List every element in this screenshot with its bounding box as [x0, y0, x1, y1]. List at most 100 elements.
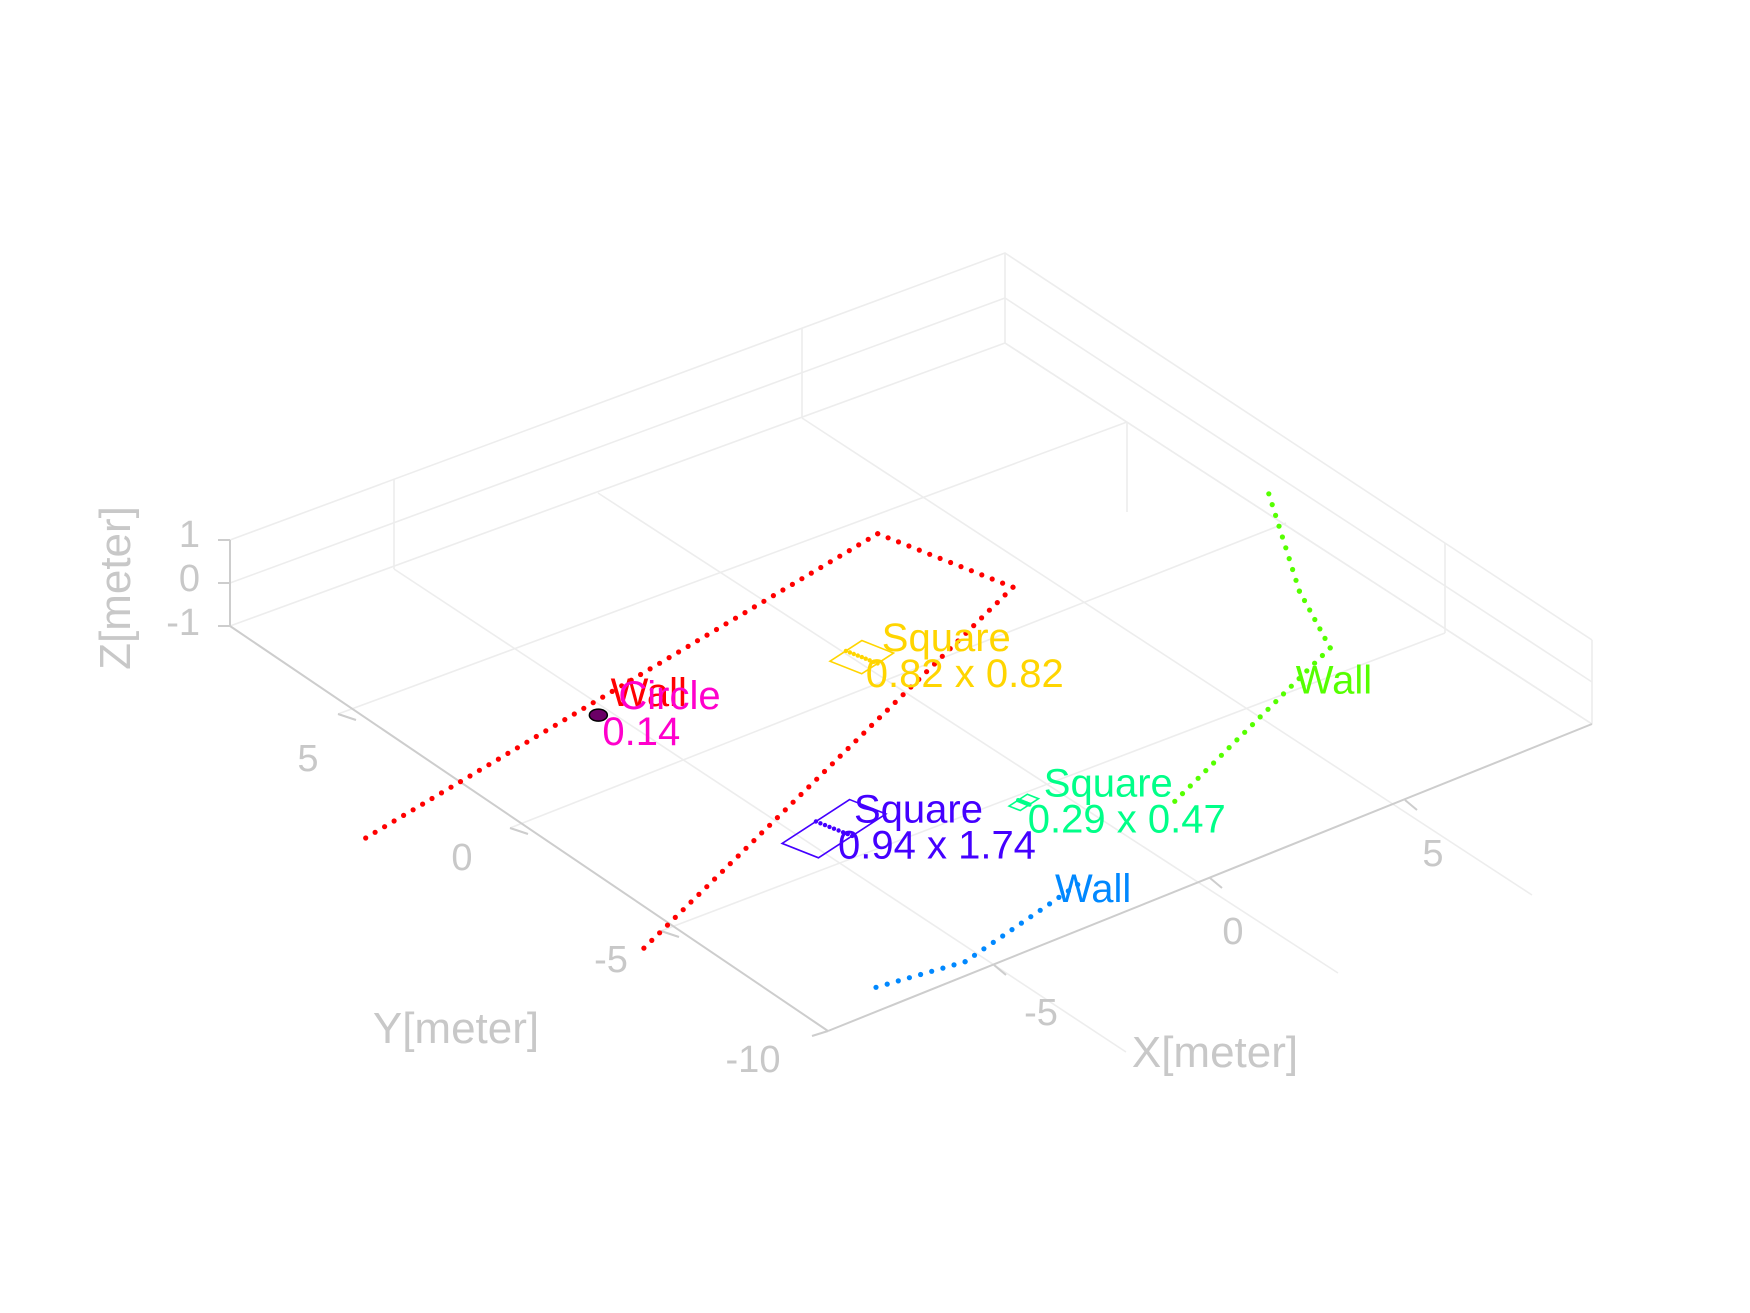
object-label: Wall	[611, 671, 687, 715]
wall-point	[712, 876, 718, 882]
wall-point	[751, 838, 757, 844]
wall-point	[743, 845, 749, 851]
wall-point	[869, 722, 875, 729]
wall-point	[448, 784, 454, 790]
y-tick-label: -5	[594, 939, 628, 981]
wall-point	[761, 598, 767, 604]
object-size-label: 0.94 x 1.74	[838, 824, 1036, 868]
wall-point	[410, 807, 416, 813]
wall-point	[600, 694, 606, 700]
wall-point	[1203, 768, 1209, 774]
wall-point	[1028, 914, 1034, 920]
wall-point	[808, 570, 814, 576]
wall-point	[420, 801, 426, 807]
wall-point	[562, 717, 568, 723]
square-point	[863, 656, 868, 661]
wall-point	[806, 784, 812, 790]
x-tick-label: -5	[1024, 992, 1058, 1034]
wall-point	[876, 715, 883, 721]
square-point	[855, 653, 860, 658]
wall-point	[457, 779, 464, 785]
wall-point	[657, 930, 663, 936]
wall-point	[990, 939, 996, 946]
wall-point	[929, 968, 935, 974]
wall-point	[533, 733, 539, 740]
wall-point	[638, 671, 644, 678]
wall-point	[1179, 791, 1186, 797]
object-size-label: 0.29 x 0.47	[1028, 797, 1226, 841]
wall-point	[1056, 894, 1062, 901]
wall-point	[971, 623, 977, 629]
y-tick-label: 5	[297, 738, 318, 780]
wall-point	[704, 632, 710, 638]
square-point	[818, 821, 823, 826]
square-point	[859, 654, 864, 660]
square-point	[847, 650, 853, 655]
wall-point	[1234, 737, 1240, 743]
wall-point	[1283, 545, 1289, 551]
wall-point	[1312, 660, 1318, 666]
wall-point	[649, 937, 655, 944]
wall-point	[1037, 907, 1043, 913]
wall-point	[1304, 668, 1310, 674]
square-point	[845, 831, 850, 837]
wall-point	[467, 773, 473, 779]
wall-point	[906, 975, 913, 981]
object-size-label: 0.14	[602, 710, 680, 754]
wall-point	[401, 812, 407, 819]
wall-point	[958, 564, 964, 570]
wall-point	[676, 649, 682, 655]
wall-point	[962, 959, 968, 965]
square-point	[836, 828, 841, 833]
wall-point	[647, 666, 653, 672]
wall-point	[873, 984, 879, 990]
wall-point	[680, 907, 686, 913]
wall-point	[685, 643, 691, 650]
wall-point	[1265, 706, 1271, 712]
square-point	[831, 826, 837, 831]
y-axis-label: Y[meter]	[373, 1004, 539, 1053]
wall-point	[895, 978, 901, 984]
wall-point	[495, 756, 501, 762]
circle-marker	[588, 708, 609, 722]
square-outline	[1007, 793, 1041, 812]
wall-point	[1307, 607, 1313, 613]
wall-point	[382, 824, 388, 830]
wall-point	[767, 822, 773, 828]
wall-point	[628, 677, 634, 683]
wall-point	[1319, 652, 1325, 659]
wall-point	[1296, 588, 1302, 594]
wall-point	[1010, 584, 1016, 590]
wall-point	[429, 795, 435, 802]
wall-point	[892, 699, 898, 706]
wall-point	[704, 884, 710, 890]
square-point	[843, 648, 849, 654]
wall-point	[1195, 775, 1201, 781]
wall-point	[1273, 512, 1279, 519]
wall-point	[391, 818, 397, 824]
wall-point	[1290, 566, 1296, 573]
wall-point	[664, 922, 671, 928]
wall-point	[1218, 752, 1224, 758]
wall-point	[476, 767, 482, 773]
wall-point	[821, 768, 828, 775]
y-tick-label: -10	[726, 1039, 781, 1081]
wall-point	[799, 576, 805, 582]
wall-point	[845, 745, 851, 752]
wall-point	[979, 615, 985, 621]
square-point	[1027, 802, 1032, 807]
wall-point	[505, 750, 511, 757]
wall-point	[1327, 645, 1333, 651]
wall-point	[798, 791, 804, 798]
object-label: Wall	[1296, 658, 1372, 702]
wall-point	[1002, 592, 1008, 598]
wall-point	[363, 835, 369, 841]
object-size-label: 0.82 x 0.82	[866, 652, 1064, 696]
square-point	[813, 819, 819, 824]
wall-point	[981, 946, 987, 952]
wall-point	[1293, 577, 1299, 583]
wall-point	[723, 621, 729, 627]
tick-labels: -1 0 1 5 0 -5 -10 -5 0 5	[166, 514, 1443, 1081]
